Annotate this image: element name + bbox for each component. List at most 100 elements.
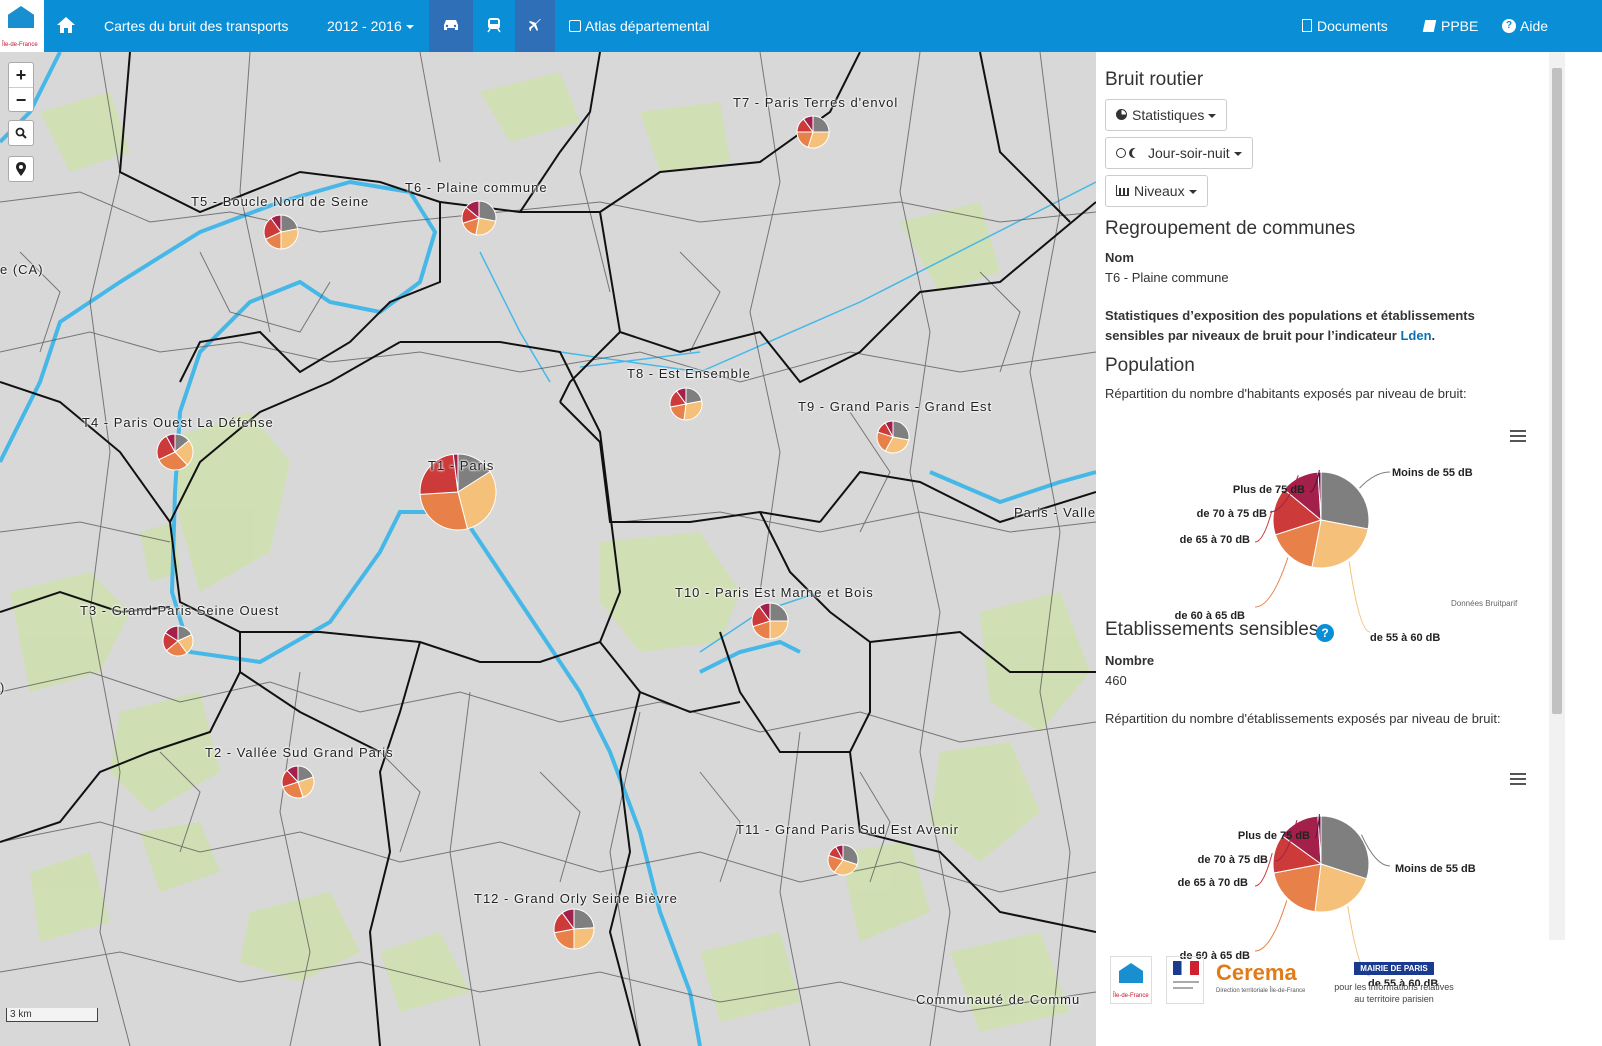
- population-pie-slice-0[interactable]: [1320, 471, 1370, 530]
- road-mode-button[interactable]: [429, 0, 473, 52]
- territory-pie-1-slice-3[interactable]: [419, 453, 459, 495]
- house-logo-icon: [1119, 963, 1143, 983]
- establishments-pie-connector-0: [1360, 834, 1391, 867]
- map-locate-button[interactable]: [8, 156, 34, 182]
- zoom-control: + −: [8, 62, 34, 112]
- search-icon: [15, 127, 27, 139]
- air-mode-button[interactable]: [515, 0, 555, 52]
- establishments-pie-label-0: Moins de 55 dB: [1395, 863, 1476, 875]
- train-icon: [487, 18, 501, 33]
- chart-credits: Données Bruitparif: [1451, 599, 1518, 608]
- territory-pie-12-slice-0[interactable]: [573, 908, 595, 930]
- territory-pie-7-slice-0[interactable]: [812, 115, 830, 133]
- count-label: Nombre: [1105, 653, 1155, 668]
- statistics-label: Statistiques: [1132, 107, 1205, 123]
- establishments-pie-slice-1[interactable]: [1314, 863, 1368, 913]
- map-search-button[interactable]: [8, 120, 34, 146]
- establishments-pie-label-1: de 55 à 60 dB: [1368, 978, 1438, 986]
- population-pie-slice-1[interactable]: [1311, 519, 1369, 569]
- mairie-de-paris-logo[interactable]: MAIRIE DE PARIS pour les informations re…: [1330, 958, 1458, 1005]
- map-scale: 3 km: [6, 1008, 98, 1022]
- mairie-caption: pour les informations relatives au terri…: [1334, 982, 1454, 1004]
- statistics-dropdown[interactable]: Statistiques: [1105, 99, 1228, 131]
- pie-chart-icon: [1116, 109, 1127, 121]
- bruitparif-logo[interactable]: Île-de-France: [0, 0, 44, 52]
- top-navbar: Île-de-France Cartes du bruit des transp…: [0, 0, 1602, 52]
- chart-menu-icon[interactable]: [1510, 773, 1526, 785]
- sidebar-title: Bruit routier: [1105, 69, 1204, 90]
- documents-link[interactable]: Documents: [1302, 0, 1388, 52]
- stats-description: Statistiques d’exposition des population…: [1105, 306, 1525, 346]
- territory-pie-markers[interactable]: [0, 52, 1096, 1046]
- territory-pie-11-slice-0[interactable]: [842, 844, 859, 866]
- establishments-pie-label-2: de 60 à 65 dB: [1180, 950, 1250, 962]
- establishments-pie-connector-3: [1254, 852, 1273, 887]
- establishments-pie-slice-2[interactable]: [1273, 863, 1322, 913]
- territory-pie-6-slice-0[interactable]: [478, 200, 497, 222]
- home-button[interactable]: [56, 0, 80, 52]
- cerema-name: Cerema: [1216, 960, 1297, 985]
- territory-pie-6-slice-4[interactable]: [465, 200, 480, 220]
- territory-pie-8-slice-1[interactable]: [683, 400, 703, 421]
- period-label: 2012 - 2016: [327, 18, 402, 34]
- question-icon[interactable]: ?: [1316, 624, 1334, 642]
- territory-pie-10-slice-1[interactable]: [769, 620, 789, 640]
- establishments-pie-slice-0[interactable]: [1320, 815, 1370, 880]
- territory-label-t9: T9 - Grand Paris - Grand Est: [798, 399, 993, 414]
- territory-pie-3-slice-4[interactable]: [164, 625, 179, 642]
- sidebar-scrollbar[interactable]: [1549, 52, 1565, 940]
- external-link-icon: [569, 19, 581, 32]
- cerema-subtitle: Direction territoriale Île-de-France: [1216, 988, 1306, 994]
- population-description: Répartition du nombre d'habitants exposé…: [1105, 386, 1467, 401]
- stats-description-text: Statistiques d’exposition des population…: [1105, 308, 1475, 343]
- zoom-in-button[interactable]: +: [15, 65, 27, 85]
- population-pie-slice-2[interactable]: [1274, 519, 1322, 568]
- territory-pie-5-slice-1[interactable]: [280, 228, 299, 250]
- territory-pie-9-slice-0[interactable]: [892, 420, 910, 441]
- help-label: Aide: [1520, 18, 1549, 34]
- territory-pie-7-slice-4[interactable]: [802, 115, 814, 134]
- territory-pie-1-slice-1[interactable]: [457, 470, 497, 530]
- territory-pie-5-slice-4[interactable]: [270, 214, 282, 234]
- lden-link[interactable]: Lden: [1400, 328, 1432, 343]
- info-sidebar: Bruit routier Statistiques Jour-soir-nui…: [1096, 52, 1602, 1046]
- territory-pie-4-slice-4[interactable]: [165, 433, 176, 453]
- chevron-down-icon: [1188, 190, 1197, 195]
- territory-pie-8-slice-4[interactable]: [675, 387, 687, 406]
- bruitparif-footer-logo[interactable]: Île-de-France: [1110, 956, 1152, 1004]
- territory-pie-12-slice-1[interactable]: [573, 927, 595, 950]
- prefecture-logo[interactable]: [1166, 956, 1204, 1004]
- help-link[interactable]: ? Aide: [1502, 0, 1548, 52]
- territory-pie-1-slice-2[interactable]: [419, 491, 469, 531]
- territory-pie-10-slice-4[interactable]: [758, 602, 771, 623]
- territory-pie-12-slice-4[interactable]: [561, 908, 575, 931]
- period-indicator-dropdown[interactable]: Jour-soir-nuit: [1105, 137, 1253, 169]
- period-dropdown[interactable]: 2012 - 2016: [327, 0, 414, 52]
- levels-dropdown[interactable]: Niveaux: [1105, 175, 1208, 207]
- rail-mode-button[interactable]: [473, 0, 515, 52]
- ppbe-label: PPBE: [1441, 18, 1479, 34]
- app-title-link[interactable]: Cartes du bruit des transports: [104, 18, 289, 34]
- territory-label-t10: T10 - Paris Est Marne et Bois: [675, 585, 874, 600]
- plane-icon: [529, 19, 541, 32]
- cerema-logo[interactable]: Cerema Direction territoriale Île-de-Fra…: [1216, 960, 1305, 994]
- zoom-out-button[interactable]: −: [9, 87, 33, 111]
- ppbe-link[interactable]: PPBE: [1422, 0, 1479, 52]
- population-pie-label-2: de 60 à 65 dB: [1175, 610, 1245, 622]
- atlas-link[interactable]: Atlas départemental: [569, 0, 710, 52]
- territory-pie-7-slice-1[interactable]: [807, 131, 830, 149]
- scrollbar-thumb[interactable]: [1552, 68, 1562, 714]
- territory-pie-11-slice-4[interactable]: [835, 844, 844, 861]
- population-pie-label-5: Plus de 75 dB: [1233, 484, 1305, 496]
- moon-icon: [1132, 148, 1142, 158]
- noise-map[interactable]: + − T1 - Paris T2 - Vallée Sud Grand Par…: [0, 52, 1096, 1046]
- chart-menu-icon[interactable]: [1510, 430, 1526, 442]
- territory-pie-9-slice-4[interactable]: [884, 420, 894, 438]
- territory-label-t5: T5 - Boucle Nord de Seine: [191, 194, 370, 209]
- territory-pie-2-slice-4[interactable]: [286, 765, 299, 784]
- territory-pie-10-slice-0[interactable]: [769, 602, 789, 622]
- territory-pie-1-slice-4[interactable]: [452, 453, 459, 493]
- establishments-pie-connector-2: [1254, 900, 1288, 952]
- establishments-pie-connector-4: [1274, 820, 1298, 862]
- territory-pie-11-slice-1[interactable]: [833, 859, 858, 876]
